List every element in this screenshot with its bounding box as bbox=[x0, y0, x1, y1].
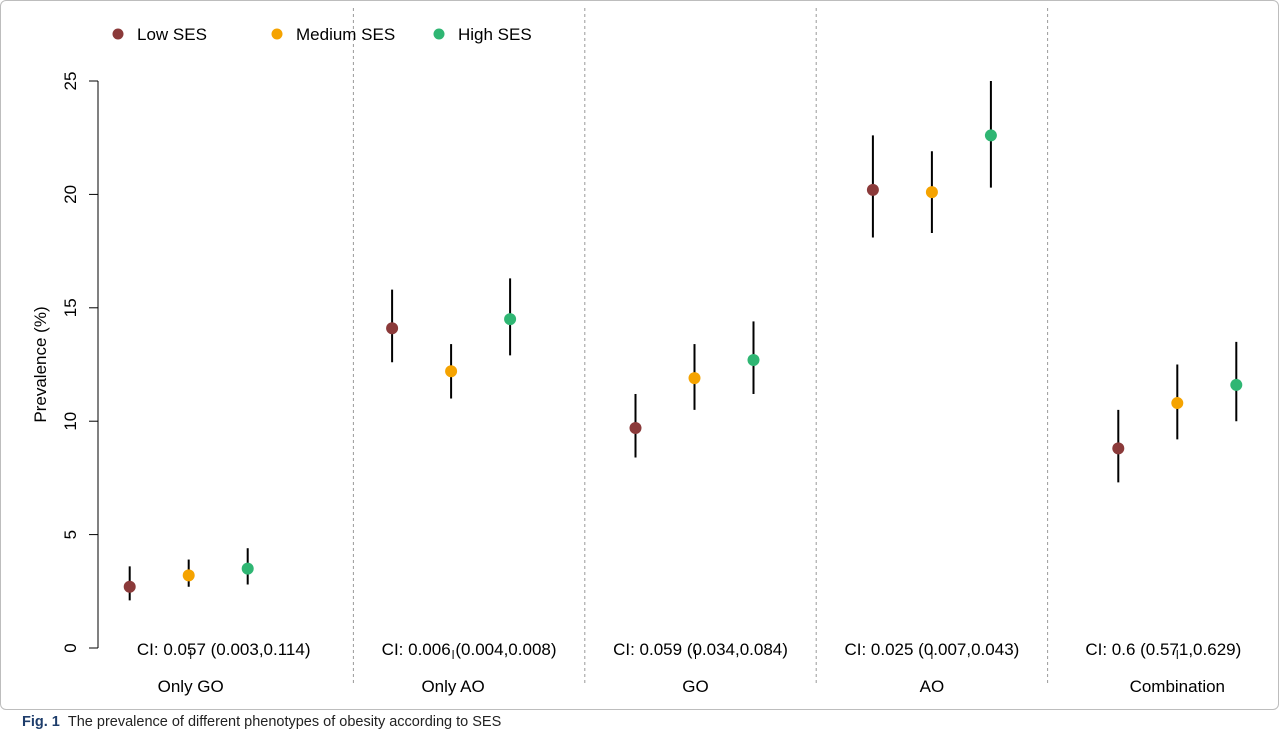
y-tick-label: 10 bbox=[61, 412, 80, 431]
data-marks bbox=[123, 81, 1243, 601]
ci-annotation: CI: 0.025 (0.007,0.043) bbox=[844, 640, 1019, 659]
ci-annotation: CI: 0.057 (0.003,0.114) bbox=[137, 640, 311, 659]
legend-marker bbox=[271, 28, 283, 40]
point-low-ses bbox=[629, 422, 642, 435]
y-tick-label: 0 bbox=[61, 643, 80, 652]
figure-caption: Fig. 1 The prevalence of different phenot… bbox=[22, 714, 501, 730]
legend-entry: High SES bbox=[458, 25, 532, 44]
x-tick-label: Only AO bbox=[421, 677, 484, 696]
axes: 0 5 10 15 20 25 Prevalence (%) Only GO Only AO GO… bbox=[31, 72, 1225, 696]
point-high-ses bbox=[241, 562, 254, 575]
point-medium-ses bbox=[688, 372, 701, 385]
point-low-ses bbox=[123, 580, 136, 593]
ci-annotation: CI: 0.6 (0.571,0.629) bbox=[1085, 640, 1241, 659]
figure-label: Fig. 1 bbox=[22, 714, 60, 730]
y-axis-label: Prevalence (%) bbox=[31, 306, 50, 422]
panel-separators bbox=[352, 8, 1049, 686]
point-low-ses bbox=[1112, 442, 1125, 455]
point-high-ses bbox=[747, 353, 760, 366]
ci-annotation: CI: 0.006 (0.004,0.008) bbox=[382, 640, 557, 659]
point-high-ses bbox=[984, 129, 997, 142]
caption-text: The prevalence of different phenotypes o… bbox=[67, 714, 502, 730]
ci-annotation: CI: 0.059 (0.034,0.084) bbox=[613, 640, 788, 659]
point-medium-ses bbox=[182, 569, 195, 582]
legend-entry: Low SES bbox=[137, 25, 207, 44]
prevalence-chart: Low SES Medium SES High SES 0 5 10 15 20 25 Prev… bbox=[31, 8, 1243, 696]
figure-frame bbox=[0, 0, 1279, 710]
point-high-ses bbox=[1230, 378, 1243, 391]
y-tick-label: 15 bbox=[61, 298, 80, 317]
point-medium-ses bbox=[925, 186, 938, 199]
point-high-ses bbox=[504, 313, 517, 326]
point-low-ses bbox=[386, 322, 399, 335]
y-tick-label: 25 bbox=[61, 72, 80, 91]
x-tick-label: Only GO bbox=[158, 677, 224, 696]
legend-marker bbox=[433, 28, 445, 40]
y-tick-label: 20 bbox=[61, 185, 80, 204]
legend: Low SES Medium SES High SES bbox=[112, 25, 532, 44]
point-medium-ses bbox=[1171, 397, 1184, 410]
y-tick-label: 5 bbox=[61, 530, 80, 539]
x-tick-label: AO bbox=[920, 677, 945, 696]
point-low-ses bbox=[866, 183, 879, 196]
legend-marker bbox=[112, 28, 124, 40]
point-medium-ses bbox=[445, 365, 458, 378]
ci-annotations: CI: 0.057 (0.003,0.114) CI: 0.006 (0.004,… bbox=[137, 640, 1241, 659]
x-tick-label: Combination bbox=[1130, 677, 1225, 696]
x-tick-label: GO bbox=[682, 677, 708, 696]
legend-entry: Medium SES bbox=[296, 25, 395, 44]
